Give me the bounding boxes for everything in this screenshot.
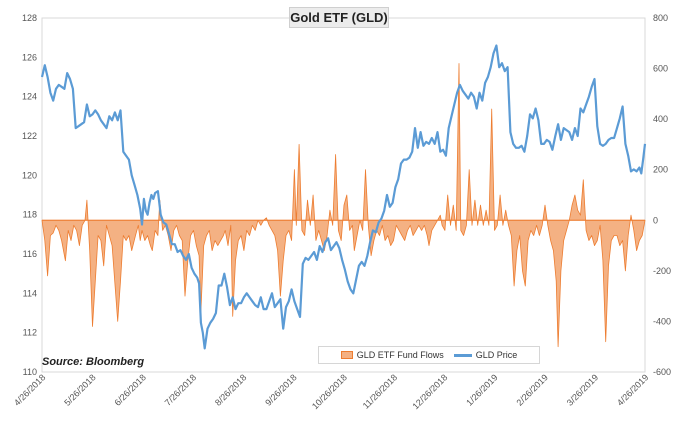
x-tick-label: 2/26/2019 bbox=[515, 372, 550, 407]
legend-swatch-price bbox=[453, 353, 472, 357]
source-note: Source: Bloomberg bbox=[42, 356, 145, 368]
right-tick-label: -200 bbox=[653, 266, 671, 276]
x-tick-label: 9/26/2018 bbox=[263, 372, 298, 407]
left-tick-label: 118 bbox=[23, 210, 37, 220]
x-tick-label: 7/26/2018 bbox=[163, 372, 198, 407]
chart-title: Gold ETF (GLD) bbox=[289, 7, 389, 28]
legend-label-flows: GLD ETF Fund Flows bbox=[356, 350, 444, 360]
right-tick-label: 200 bbox=[653, 165, 668, 175]
grid bbox=[41, 17, 646, 373]
left-tick-label: 114 bbox=[23, 288, 37, 298]
right-tick-label: 400 bbox=[653, 114, 668, 124]
x-tick-label: 10/26/2018 bbox=[310, 372, 349, 411]
legend-item-price: GLD Price bbox=[453, 350, 518, 360]
x-tick-label: 4/26/2019 bbox=[615, 372, 650, 407]
left-tick-label: 122 bbox=[22, 131, 37, 141]
fund-flows-series bbox=[41, 63, 646, 348]
right-tick-label: 0 bbox=[653, 215, 658, 225]
x-tick-label: 3/26/2019 bbox=[565, 372, 600, 407]
x-tick-label: 5/26/2018 bbox=[62, 372, 97, 407]
left-tick-label: 128 bbox=[22, 13, 37, 23]
x-tick-label: 1/26/2019 bbox=[464, 372, 499, 407]
x-tick-label: 11/26/2018 bbox=[361, 372, 399, 410]
x-tick-label: 8/26/2018 bbox=[213, 372, 248, 407]
legend-swatch-flows bbox=[340, 351, 353, 359]
right-tick-label: 800 bbox=[653, 13, 668, 23]
legend: GLD ETF Fund Flows GLD Price bbox=[318, 346, 540, 364]
right-tick-label: 600 bbox=[653, 64, 668, 74]
x-tick-label: 12/26/2018 bbox=[410, 372, 449, 411]
x-tick-label: 4/26/2018 bbox=[12, 372, 47, 407]
plot-frame bbox=[41, 17, 646, 373]
right-tick-label: -400 bbox=[653, 316, 671, 326]
left-tick-label: 112 bbox=[23, 328, 37, 338]
right-tick-label: -600 bbox=[653, 367, 671, 377]
left-axis: 110 112 114 116 118 120 122 124 126 128 bbox=[22, 13, 37, 377]
left-tick-label: 126 bbox=[22, 52, 37, 62]
legend-label-price: GLD Price bbox=[475, 350, 518, 360]
left-tick-label: 116 bbox=[23, 249, 37, 259]
left-tick-label: 120 bbox=[22, 170, 37, 180]
right-axis: -600 -400 -200 0 200 400 600 800 bbox=[653, 13, 671, 377]
x-axis: 4/26/2018 5/26/2018 6/26/2018 7/26/2018 8/26… bbox=[12, 372, 650, 411]
left-tick-label: 110 bbox=[23, 367, 37, 377]
price-series bbox=[40, 44, 647, 350]
legend-item-flows: GLD ETF Fund Flows bbox=[340, 350, 444, 360]
price-line bbox=[40, 44, 647, 350]
x-tick-label: 6/26/2018 bbox=[113, 372, 148, 407]
fund-flows-area bbox=[41, 63, 646, 348]
left-tick-label: 124 bbox=[22, 92, 37, 102]
